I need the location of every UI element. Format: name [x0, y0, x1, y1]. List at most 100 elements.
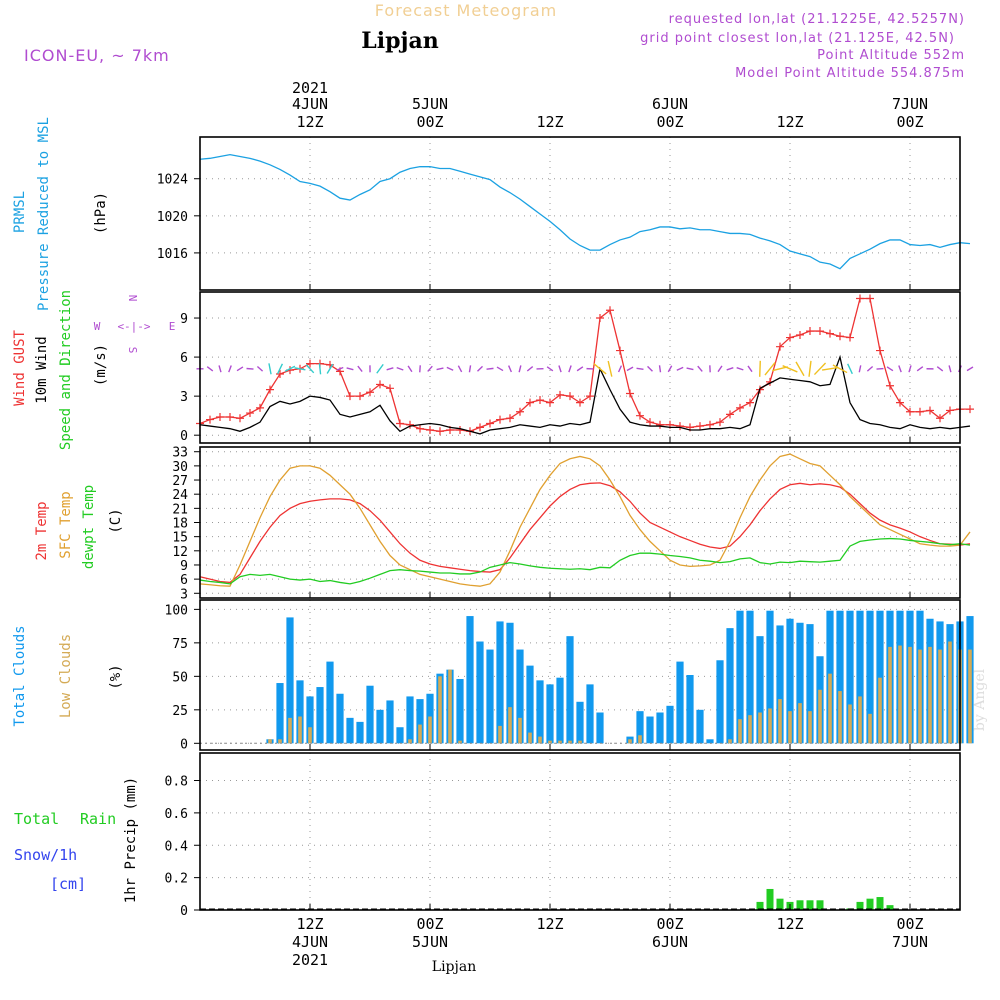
gust-point: [386, 384, 394, 393]
wind-direction-arrow: [647, 365, 653, 372]
y-tick-label: 0: [180, 904, 188, 919]
bottom-time-label: 12Z: [296, 915, 323, 933]
bar-low-clouds: [788, 711, 792, 744]
gust-point: [276, 370, 284, 379]
gust-point: [596, 314, 604, 323]
wind-direction-arrow: [576, 366, 584, 372]
bar-total-clouds: [416, 699, 424, 744]
y-tick-label: 0.4: [165, 839, 189, 854]
bar-total-clouds: [556, 677, 564, 744]
y-tick-label: 27: [172, 474, 188, 489]
bar-total-clouds: [376, 709, 384, 744]
temp2m-label: 2m Temp: [34, 501, 50, 560]
wind-direction-arrow: [228, 365, 232, 373]
bar-total-clouds: [566, 636, 574, 744]
bar-low-clouds: [278, 739, 282, 744]
side-labels: PRMSL Pressure Reduced to MSL (hPa) Wind…: [12, 117, 139, 903]
gust-point: [526, 398, 534, 407]
gust-point: [926, 406, 934, 415]
series-line-2m-temp: [199, 482, 971, 584]
panel-frame: [199, 291, 961, 444]
speed-direction-label: Speed and Direction: [58, 290, 74, 450]
bar-low-clouds: [458, 740, 462, 744]
bar-total-clouds: [536, 680, 544, 744]
bar-low-clouds: [848, 704, 852, 744]
gust-point: [716, 418, 724, 427]
wind-direction-arrow: [686, 367, 694, 371]
gust-point: [906, 407, 914, 416]
wind-direction-arrow: [305, 364, 315, 374]
bar-total-clouds: [306, 696, 314, 744]
top-time-label: 00Z: [416, 113, 443, 131]
bar-low-clouds: [508, 707, 512, 744]
wind-direction-arrow: [546, 366, 554, 372]
bar-total-clouds: [496, 621, 504, 744]
bar-total-clouds: [666, 705, 674, 744]
wind-direction-arrow: [568, 365, 572, 373]
gust-point: [676, 422, 684, 431]
y-tick-label: 100: [165, 603, 188, 618]
gust-point: [916, 407, 924, 416]
pressure-panel: 1016 1020 1024: [157, 136, 971, 291]
gust-point: [796, 330, 804, 339]
wind-direction-arrow: [966, 366, 974, 372]
bottom-date-label: 4JUN: [292, 933, 328, 951]
bar-low-clouds: [838, 691, 842, 744]
dewpt-label: dewpt Temp: [81, 485, 97, 569]
bar-total-clouds: [776, 625, 784, 744]
wind-direction-arrow: [636, 367, 644, 370]
bar-low-clouds: [568, 740, 572, 744]
bottom-time-label: 12Z: [536, 915, 563, 933]
precip-total-label: Total: [14, 810, 59, 828]
wind-direction-arrow: [218, 365, 222, 373]
bar-total-clouds: [586, 684, 594, 744]
bar-low-clouds: [748, 715, 752, 744]
wind-direction-arrow: [759, 360, 761, 377]
bar-low-clouds: [858, 696, 862, 744]
y-tick-label: 12: [172, 545, 188, 560]
y-tick-label: 0: [180, 737, 188, 752]
bar-low-clouds: [928, 646, 932, 744]
bar-total-clouds: [806, 624, 814, 744]
bar-rain: [776, 898, 784, 910]
gust-point: [476, 423, 484, 432]
top-time-label: 12Z: [536, 113, 563, 131]
gust-point: [636, 411, 644, 420]
compass-s: S: [126, 347, 139, 354]
precip-snow-label: Snow/1h: [14, 846, 77, 864]
temp-unit: (C): [108, 508, 124, 533]
y-tick-label: 50: [172, 670, 188, 685]
bar-low-clouds: [448, 669, 452, 744]
footer-location: Lipjan: [432, 959, 476, 975]
bar-total-clouds: [686, 675, 694, 744]
gust-point: [746, 398, 754, 407]
bar-rain: [856, 901, 864, 910]
grid-point-coords: grid point closest lon,lat (21.125E, 42.…: [640, 31, 955, 46]
bar-total-clouds: [576, 701, 584, 744]
panel-frame: [199, 599, 961, 751]
prmsl-label: PRMSL: [12, 191, 28, 233]
bar-total-clouds: [326, 661, 334, 744]
bottom-time-label: 00Z: [896, 915, 923, 933]
gust-point: [696, 422, 704, 431]
top-time-label: 00Z: [656, 113, 683, 131]
top-date-label: 6JUN: [652, 95, 688, 113]
gust-point: [396, 419, 404, 428]
bar-total-clouds: [716, 660, 724, 744]
clouds-unit: (%): [108, 664, 124, 689]
bar-low-clouds: [968, 649, 972, 744]
forecast-title: Forecast Meteogram: [375, 1, 557, 20]
wind-direction-arrow: [908, 365, 912, 373]
bar-total-clouds: [726, 628, 734, 744]
wind-direction-arrow: [436, 367, 444, 371]
top-date-label: 5JUN: [412, 95, 448, 113]
y-tick-label: 24: [172, 488, 188, 503]
bar-total-clouds: [856, 610, 864, 744]
bar-low-clouds: [538, 736, 542, 744]
y-tick-label: 1016: [157, 247, 188, 262]
bar-low-clouds: [868, 713, 872, 744]
gust-point: [356, 392, 364, 401]
bar-low-clouds: [528, 732, 532, 744]
bar-rain: [886, 905, 894, 910]
gust-point: [786, 333, 794, 342]
